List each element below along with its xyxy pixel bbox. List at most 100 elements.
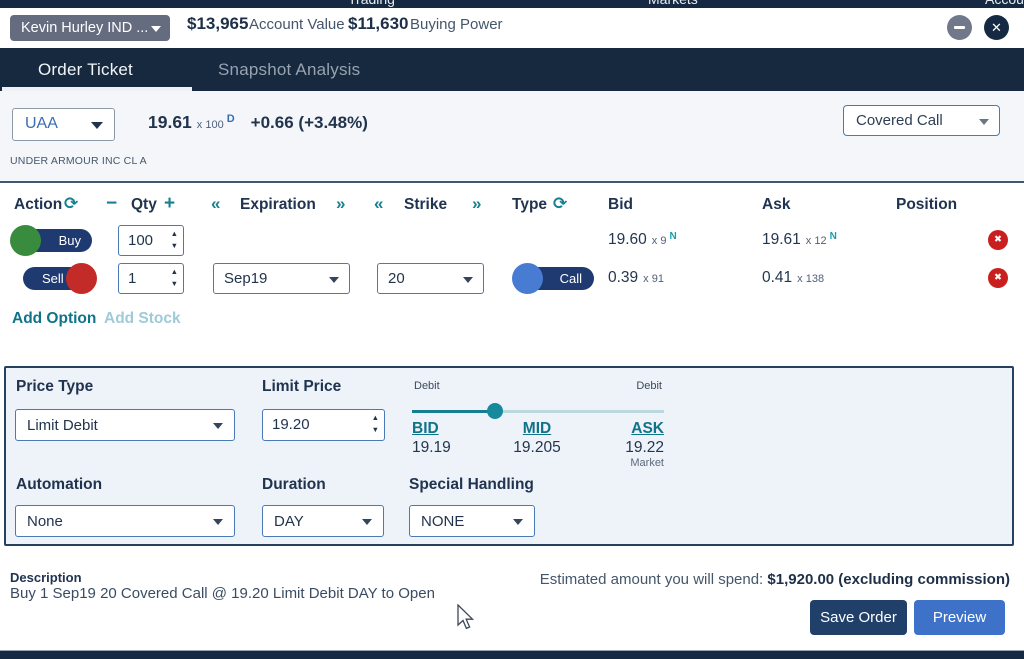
expiration-next-icon[interactable]: » <box>336 194 346 213</box>
tab-order-ticket[interactable]: Order Ticket <box>38 48 133 91</box>
close-button[interactable]: ✕ <box>984 15 1009 40</box>
limit-price-label: Limit Price <box>262 378 342 395</box>
ask-price-link[interactable]: ASK <box>631 420 664 437</box>
ask-size: x 12 <box>805 235 827 247</box>
bid-quote-leg1: 19.60 x 9 N <box>608 231 677 249</box>
tab-snapshot-analysis-label: Snapshot Analysis <box>218 60 361 79</box>
estimated-amount: Estimated amount you will spend: $1,920.… <box>540 571 1010 588</box>
slider-knob[interactable] <box>487 403 503 419</box>
chevron-down-icon <box>979 119 989 125</box>
preview-button[interactable]: Preview <box>914 600 1005 635</box>
estimate-prefix: Estimated amount you will spend: <box>539 571 768 588</box>
delete-icon: ✖ <box>994 272 1002 283</box>
estimate-value: $1,920.00 (excluding commission) <box>767 571 1010 588</box>
company-name: UNDER ARMOUR INC CL A <box>10 155 147 167</box>
expiration-value: Sep19 <box>224 270 268 287</box>
limit-price-arrows: ▲ ▼ <box>372 414 379 433</box>
sell-toggle-knob[interactable] <box>66 263 97 294</box>
buy-sell-toggle-leg1[interactable]: Buy <box>10 225 98 256</box>
spin-up-icon[interactable]: ▲ <box>170 229 178 238</box>
price-type-dropdown[interactable]: Limit Debit <box>15 409 235 441</box>
limit-price-stepper: ▲ ▼ <box>262 409 385 441</box>
bid-quote-leg2: 0.39 x 91 <box>608 269 667 287</box>
ask-price-value: 19.22 <box>625 439 664 456</box>
ask-exchange-flag: N <box>829 231 837 242</box>
last-price: 19.61 <box>148 112 192 132</box>
order-description: Buy 1 Sep19 20 Covered Call @ 19.20 Limi… <box>10 585 435 602</box>
qty-increase-icon[interactable]: + <box>164 193 176 214</box>
buy-sell-toggle-leg2[interactable]: Sell <box>10 263 98 294</box>
add-option-link[interactable]: Add Option <box>12 310 97 327</box>
bid-size: x 91 <box>643 273 664 285</box>
qty-input-leg2[interactable] <box>119 264 163 293</box>
column-header-action: Action <box>14 196 63 213</box>
column-header-position: Position <box>896 196 958 213</box>
call-toggle-knob[interactable] <box>512 263 543 294</box>
tab-snapshot-analysis[interactable]: Snapshot Analysis <box>218 48 360 91</box>
minimize-button[interactable] <box>947 15 972 40</box>
background-nav-trading: Trading <box>348 0 395 7</box>
chevron-down-icon <box>213 423 223 429</box>
strike-dropdown-leg2[interactable]: 20 <box>377 263 484 294</box>
account-value-label: Account Value <box>249 16 345 33</box>
qty-decrease-icon[interactable]: − <box>106 193 118 214</box>
active-tab-indicator <box>2 87 192 91</box>
qty-stepper-leg2: ▲ ▼ <box>118 263 184 294</box>
special-handling-dropdown[interactable]: NONE <box>409 505 535 537</box>
ask-quote-leg1: 19.61 x 12 N <box>762 231 837 249</box>
strategy-label: Covered Call <box>856 112 943 129</box>
remove-leg1-button[interactable]: ✖ <box>988 230 1008 250</box>
symbol-quote: 19.61 x 100 D +0.66 (+3.48%) <box>148 112 368 133</box>
chevron-down-icon <box>513 519 523 525</box>
limit-price-input[interactable] <box>263 410 353 439</box>
delete-icon: ✖ <box>994 234 1002 245</box>
spin-down-icon[interactable]: ▼ <box>170 278 178 288</box>
mid-price-value: 19.205 <box>513 439 561 456</box>
strike-prev-icon[interactable]: « <box>374 194 384 213</box>
account-value: $13,965 <box>187 14 249 33</box>
action-swap-icon[interactable]: ⟳ <box>64 194 79 213</box>
spin-down-icon[interactable]: ▼ <box>371 424 379 434</box>
price-type-value: Limit Debit <box>27 417 98 434</box>
chevron-down-icon <box>329 277 339 283</box>
description-label: Description <box>10 570 82 585</box>
expiration-prev-icon[interactable]: « <box>211 194 221 213</box>
symbol-dropdown[interactable]: UAA <box>12 108 115 141</box>
background-app-bottom-edge <box>0 650 1024 659</box>
column-header-bid: Bid <box>608 196 633 213</box>
special-handling-value: NONE <box>421 513 465 530</box>
qty-input-leg1[interactable] <box>119 226 163 255</box>
save-order-label: Save Order <box>820 609 897 626</box>
remove-leg2-button[interactable]: ✖ <box>988 268 1008 288</box>
spin-up-icon[interactable]: ▲ <box>170 267 178 276</box>
add-stock-link: Add Stock <box>104 310 181 327</box>
column-header-expiration: Expiration <box>240 196 316 213</box>
buy-toggle-knob[interactable] <box>10 225 41 256</box>
order-legs-table: Action ⟳ − Qty + « Expiration » « Strike… <box>0 183 1024 366</box>
spin-up-icon[interactable]: ▲ <box>371 413 379 422</box>
duration-dropdown[interactable]: DAY <box>262 505 384 537</box>
call-put-toggle-leg2[interactable]: Call <box>512 263 600 294</box>
slider-fill <box>412 410 496 413</box>
automation-dropdown[interactable]: None <box>15 505 235 537</box>
expiration-dropdown-leg2[interactable]: Sep19 <box>213 263 350 294</box>
exchange-flag: D <box>226 113 235 125</box>
automation-label: Automation <box>16 476 103 493</box>
chevron-down-icon <box>151 26 161 32</box>
strategy-dropdown[interactable]: Covered Call <box>843 105 1000 136</box>
automation-value: None <box>27 513 63 530</box>
account-selector-dropdown[interactable]: Kevin Hurley IND ... <box>10 15 170 41</box>
strike-next-icon[interactable]: » <box>472 194 482 213</box>
account-selector-label: Kevin Hurley IND ... <box>21 20 149 36</box>
bid-price-link[interactable]: BID <box>412 420 439 437</box>
buying-power: $11,630 <box>348 14 409 33</box>
mid-price-link[interactable]: MID <box>522 420 552 437</box>
chevron-down-icon <box>213 519 223 525</box>
slider-track[interactable] <box>412 410 664 413</box>
special-handling-label: Special Handling <box>409 476 534 493</box>
column-header-qty: Qty <box>131 196 157 213</box>
price-change: +0.66 (+3.48%) <box>250 113 368 132</box>
type-swap-icon[interactable]: ⟳ <box>553 194 568 213</box>
spin-down-icon[interactable]: ▼ <box>170 240 178 250</box>
save-order-button[interactable]: Save Order <box>810 600 907 635</box>
